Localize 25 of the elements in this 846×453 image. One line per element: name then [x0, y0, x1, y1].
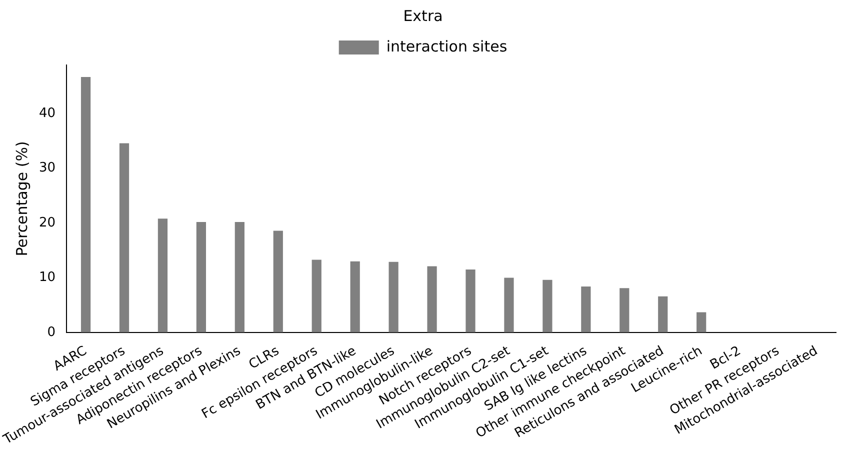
- bar: [620, 288, 630, 332]
- bar: [581, 286, 591, 332]
- y-axis-title: Percentage (%): [12, 141, 31, 256]
- bar: [196, 222, 206, 332]
- bar: [350, 261, 360, 332]
- legend-label: interaction sites: [386, 37, 508, 56]
- bar: [696, 312, 706, 332]
- bar: [234, 222, 244, 332]
- bar: [466, 270, 476, 332]
- bar: [273, 230, 283, 332]
- y-tick-label: 0: [47, 324, 56, 340]
- bar: [658, 296, 668, 332]
- bar: [504, 278, 514, 332]
- y-tick-label: 20: [38, 215, 56, 230]
- bar: [312, 260, 322, 332]
- bar: [80, 77, 91, 332]
- bar: [542, 280, 552, 332]
- bar: [427, 266, 437, 332]
- y-tick-label: 30: [38, 160, 56, 176]
- y-tick-label: 40: [38, 106, 56, 122]
- bar: [388, 262, 398, 332]
- bar: [158, 218, 168, 332]
- bar: [119, 143, 130, 332]
- chart-title: Extra: [403, 6, 443, 25]
- y-tick-label: 10: [38, 270, 56, 286]
